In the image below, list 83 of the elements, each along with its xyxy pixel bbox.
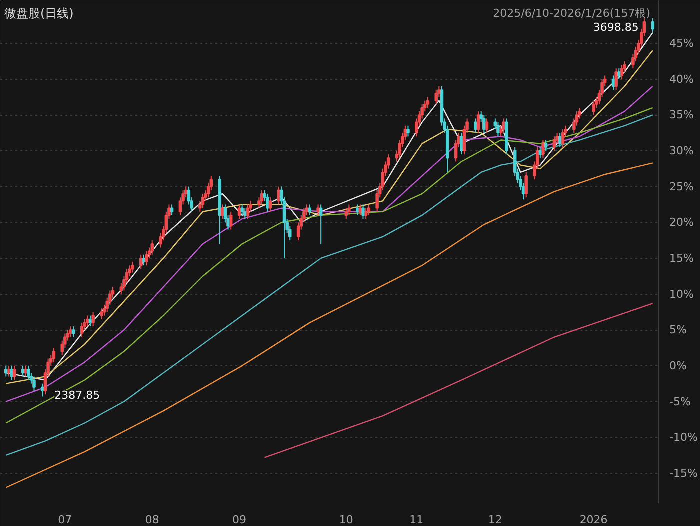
candlestick (618, 68, 621, 80)
candlestick (72, 326, 76, 338)
candlestick (308, 204, 312, 216)
candlestick (145, 250, 148, 266)
x-tick-label: 07 (58, 514, 72, 526)
candlestick (348, 204, 351, 216)
candlestick (80, 322, 84, 338)
candlestick (92, 312, 95, 328)
candlestick (651, 18, 654, 34)
candlestick (170, 204, 174, 216)
x-tick-label: 11 (410, 514, 424, 526)
candlestick (474, 118, 478, 134)
candlestick (496, 122, 500, 138)
candlestick (12, 365, 16, 381)
y-tick-label: -15% (670, 466, 698, 480)
candlestick (26, 365, 30, 381)
candlestick (362, 204, 365, 220)
candlestick (24, 365, 28, 378)
candlestick (485, 118, 489, 134)
candlestick (246, 204, 250, 220)
candlestick (544, 140, 548, 152)
line-series (6, 162, 654, 488)
candlestick (524, 172, 528, 198)
y-tick-label: 10% (670, 288, 694, 301)
candlestick (266, 193, 270, 212)
candlestick (426, 96, 430, 108)
candlestick (229, 211, 233, 230)
candlestick (561, 128, 565, 148)
y-tick-label: 25% (670, 180, 694, 194)
candlestick (614, 68, 618, 91)
y-tick-label: 20% (670, 216, 694, 230)
candlestick (344, 208, 348, 220)
candlestick (244, 208, 247, 220)
candlestick (558, 132, 562, 148)
y-tick-label: 15% (670, 252, 694, 265)
candlestick (131, 262, 134, 274)
candlestick (41, 383, 44, 398)
candlestick (150, 240, 154, 256)
y-tick-label: 35% (670, 108, 694, 122)
y-tick-label: -10% (670, 431, 698, 444)
candlestick (100, 308, 104, 320)
candlestick (52, 348, 56, 363)
candlestick (221, 204, 224, 220)
candlestick (356, 204, 360, 216)
candlestick (367, 204, 370, 216)
candlestick (69, 326, 72, 338)
candlestick (460, 132, 464, 156)
candlestick (139, 254, 143, 270)
candlestick (86, 315, 90, 328)
candlestick (482, 114, 486, 134)
candlestick (240, 204, 244, 216)
candlestick (364, 208, 368, 220)
text: 微盘股(日线) (4, 6, 74, 20)
y-tick-label: 0% (670, 359, 687, 372)
candlestick (434, 90, 438, 105)
y-tick-label: -5% (670, 395, 691, 408)
candlestick (502, 118, 506, 134)
candlestick (620, 64, 624, 80)
candlestick (406, 125, 410, 138)
candlestick (542, 140, 545, 159)
y-tick-label: 30% (670, 144, 694, 158)
y-tick-label: 40% (670, 72, 694, 86)
x-tick-label: 10 (339, 514, 354, 526)
x-tick-label: 2026 (580, 514, 608, 526)
candlestick (316, 204, 320, 216)
line-series (264, 302, 654, 458)
text: 2025/6/10-2026/1/26(157根) (493, 7, 651, 20)
candlestick (4, 365, 8, 378)
x-tick-label: 08 (145, 514, 160, 526)
candlestick (10, 365, 14, 381)
y-tick-label: 5% (670, 324, 687, 337)
y-tick-label: 45% (670, 36, 694, 50)
candlestick (201, 193, 205, 209)
x-tick-label: 09 (232, 514, 247, 526)
annotation: 3698.85 (593, 20, 639, 34)
annotation: 2387.85 (54, 389, 100, 402)
x-tick-label: 12 (488, 514, 502, 526)
candlestick (268, 197, 272, 212)
candlestick (592, 100, 596, 116)
candlestick (552, 136, 556, 152)
candlestick (476, 111, 480, 134)
candlestick (32, 376, 36, 392)
candlestick (319, 204, 323, 245)
